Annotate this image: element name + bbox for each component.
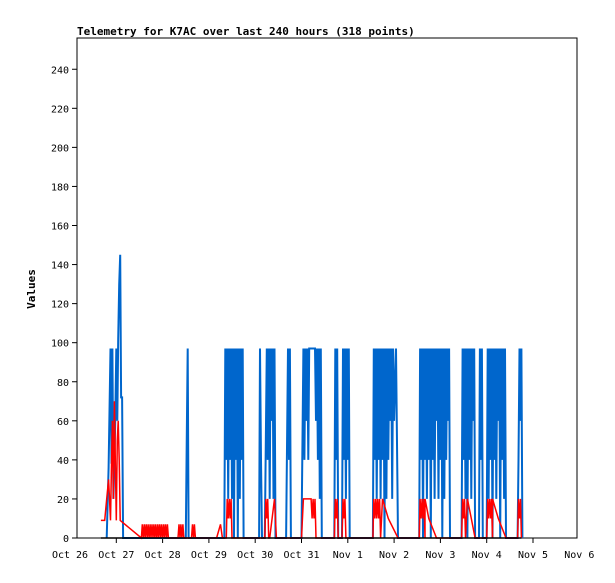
x-tick-label: Nov 2 (379, 550, 409, 561)
x-tick-label: Oct 28 (145, 550, 181, 561)
y-tick-label: 20 (57, 495, 69, 506)
y-tick-label: 120 (51, 300, 69, 311)
x-tick-label: Nov 4 (472, 550, 502, 561)
x-tick-label: Oct 29 (191, 550, 227, 561)
series-line-1 (105, 254, 524, 539)
chart-title: Telemetry for K7AC over last 240 hours (… (77, 25, 415, 38)
y-tick-label: 80 (57, 378, 69, 389)
series-line-2 (100, 401, 523, 540)
y-tick-label: 220 (51, 104, 69, 115)
x-tick-label: Oct 26 (52, 550, 88, 561)
y-tick-label: 160 (51, 222, 69, 233)
x-tick-label: Nov 6 (564, 550, 594, 561)
y-tick-label: 100 (51, 339, 69, 350)
plot-area: 0 20 40 60 80 100 120 140 160 180 200 220 240 Oct 26 O… (51, 37, 594, 561)
y-tick-label: 0 (63, 534, 69, 545)
y-tick-label: 60 (57, 417, 69, 428)
x-tick-label: Oct 27 (98, 550, 134, 561)
y-tick-label: 180 (51, 182, 69, 193)
y-tick-label: 140 (51, 261, 69, 272)
y-tick-label: 240 (51, 65, 69, 76)
x-tick-label: Nov 1 (333, 550, 363, 561)
y-axis-label: Values (25, 269, 38, 309)
x-tick-label: Oct 30 (237, 550, 273, 561)
x-tick-label: Nov 5 (518, 550, 548, 561)
x-tick-label: Oct 31 (283, 550, 319, 561)
plot-frame (76, 37, 578, 539)
y-tick-label: 40 (57, 456, 69, 467)
x-tick-label: Nov 3 (425, 550, 455, 561)
y-tick-label: 200 (51, 143, 69, 154)
